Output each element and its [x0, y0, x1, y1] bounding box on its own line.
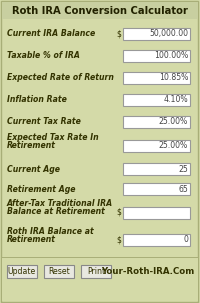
FancyBboxPatch shape — [81, 265, 111, 278]
FancyBboxPatch shape — [123, 94, 190, 106]
Text: $: $ — [116, 235, 121, 244]
FancyBboxPatch shape — [123, 207, 190, 218]
FancyBboxPatch shape — [123, 116, 190, 128]
Text: Roth IRA Balance at: Roth IRA Balance at — [7, 227, 94, 235]
Text: Current Tax Rate: Current Tax Rate — [7, 118, 81, 126]
Text: Taxable % of IRA: Taxable % of IRA — [7, 52, 80, 61]
Text: Reset: Reset — [48, 267, 70, 276]
Text: After-Tax Traditional IRA: After-Tax Traditional IRA — [7, 199, 113, 208]
Text: 4.10%: 4.10% — [163, 95, 188, 105]
Text: Retirement: Retirement — [7, 235, 56, 244]
Text: Current IRA Balance: Current IRA Balance — [7, 29, 95, 38]
Text: Balance at Retirement: Balance at Retirement — [7, 208, 105, 217]
FancyBboxPatch shape — [123, 140, 190, 152]
Text: 0: 0 — [183, 235, 188, 244]
FancyBboxPatch shape — [2, 257, 198, 301]
Text: Update: Update — [8, 267, 36, 276]
Text: Expected Tax Rate In: Expected Tax Rate In — [7, 134, 99, 142]
Text: 10.85%: 10.85% — [159, 74, 188, 82]
FancyBboxPatch shape — [123, 50, 190, 62]
Text: 25: 25 — [178, 165, 188, 174]
Text: 65: 65 — [178, 185, 188, 194]
Text: Your-Roth-IRA.Com: Your-Roth-IRA.Com — [101, 267, 195, 276]
FancyBboxPatch shape — [2, 2, 198, 19]
Text: Inflation Rate: Inflation Rate — [7, 95, 67, 105]
Text: 25.00%: 25.00% — [159, 142, 188, 151]
Text: Roth IRA Conversion Calculator: Roth IRA Conversion Calculator — [12, 6, 188, 16]
Text: 100.00%: 100.00% — [154, 52, 188, 61]
FancyBboxPatch shape — [123, 28, 190, 39]
Text: 25.00%: 25.00% — [159, 118, 188, 126]
FancyBboxPatch shape — [123, 234, 190, 245]
FancyBboxPatch shape — [123, 183, 190, 195]
Text: Current Age: Current Age — [7, 165, 60, 174]
Text: 50,000.00: 50,000.00 — [149, 29, 188, 38]
Text: $: $ — [116, 29, 121, 38]
FancyBboxPatch shape — [44, 265, 74, 278]
FancyBboxPatch shape — [123, 72, 190, 84]
Text: Expected Rate of Return: Expected Rate of Return — [7, 74, 114, 82]
Text: $: $ — [116, 208, 121, 217]
Text: Retirement Age: Retirement Age — [7, 185, 76, 194]
FancyBboxPatch shape — [1, 1, 198, 302]
FancyBboxPatch shape — [123, 163, 190, 175]
FancyBboxPatch shape — [7, 265, 37, 278]
Text: Print: Print — [87, 267, 105, 276]
Text: Retirement: Retirement — [7, 142, 56, 151]
